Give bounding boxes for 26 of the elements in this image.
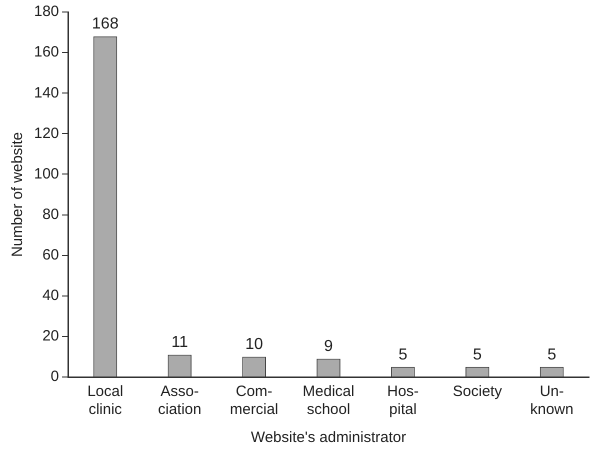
x-axis-title: Website's administrator: [250, 429, 406, 446]
data-label: 10: [245, 336, 264, 354]
y-axis-title: Number of website: [9, 132, 26, 258]
data-label: 5: [398, 346, 408, 364]
y-tick-label: 140: [34, 84, 60, 102]
x-tick-label: Com- mercial: [230, 383, 278, 418]
x-tick-label: Asso- ciation: [158, 383, 202, 418]
data-label: 168: [92, 16, 119, 33]
data-label: 11: [171, 334, 188, 352]
x-tick-label: Local clinic: [87, 383, 124, 418]
data-label: 5: [547, 346, 556, 364]
y-tick-label: 160: [34, 44, 60, 61]
x-tick-label: Medical school: [302, 383, 354, 418]
data-label: 5: [472, 346, 482, 364]
x-tick-label: Hos- pital: [387, 383, 419, 418]
x-tick-label: Un- known: [530, 383, 574, 418]
y-tick-label: 20: [42, 328, 60, 345]
y-tick-label: 60: [42, 246, 60, 264]
y-tick-label: 100: [34, 165, 60, 182]
y-tick-label: 180: [34, 3, 60, 20]
y-tick-label: 120: [34, 124, 60, 142]
x-tick-label: Society: [452, 383, 502, 400]
y-tick-label: 40: [42, 287, 60, 304]
data-label: 9: [324, 338, 334, 356]
y-tick-label: 80: [42, 206, 60, 223]
y-tick-label: 0: [50, 368, 60, 386]
